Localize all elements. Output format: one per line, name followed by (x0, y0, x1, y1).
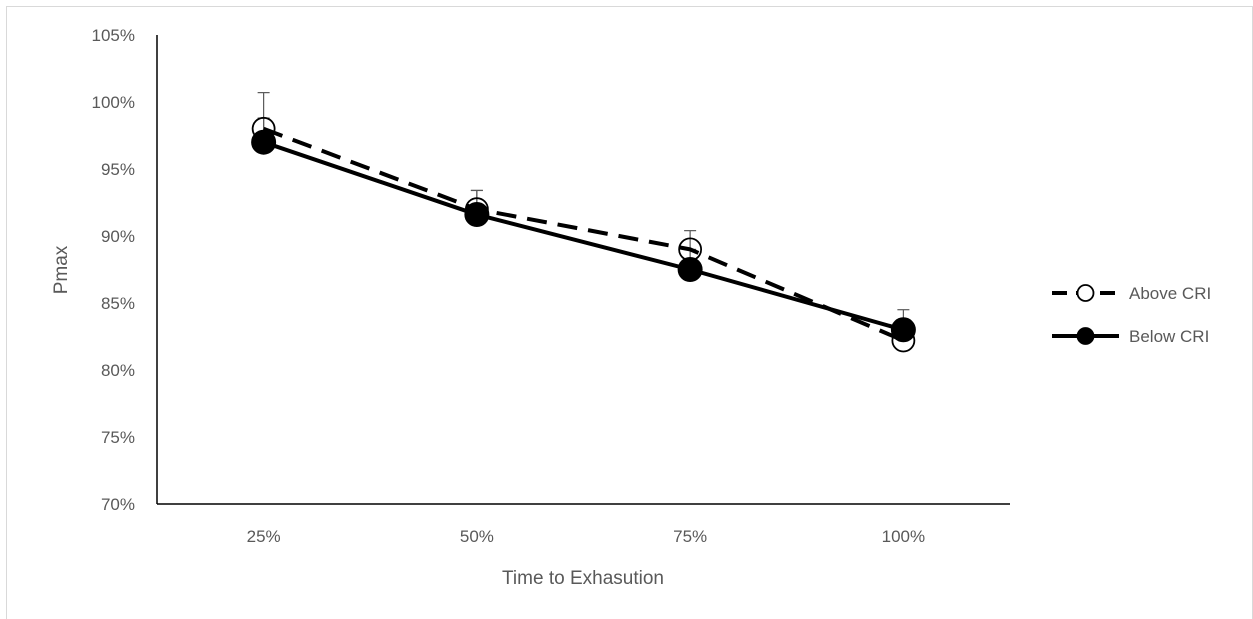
legend-marker (1076, 327, 1095, 345)
legend: Above CRI Below CRI (1052, 284, 1211, 346)
axes: 70% 75% 80% 85% 90% 95% 100% 105% 25% 50% 75% 100% (92, 26, 1010, 546)
data-point (464, 202, 490, 228)
x-axis-title: Time to Exhasution (502, 568, 664, 589)
chart-frame (6, 6, 1253, 619)
data-point (251, 129, 277, 155)
y-tick-label: 75% (101, 428, 135, 447)
y-tick-label: 80% (101, 361, 135, 380)
legend-label: Below CRI (1129, 327, 1209, 346)
y-tick-label: 90% (101, 227, 135, 246)
data-point (890, 317, 916, 343)
legend-label: Above CRI (1129, 284, 1211, 303)
y-tick-label: 85% (101, 294, 135, 313)
series-markers (251, 116, 916, 353)
y-tick-label: 70% (101, 495, 135, 514)
legend-marker (1076, 284, 1095, 302)
x-tick-label: 75% (673, 527, 707, 546)
x-tick-label: 100% (882, 527, 925, 546)
x-tick-label: 50% (460, 527, 494, 546)
series-line (262, 126, 905, 343)
series-line (262, 140, 904, 332)
y-axis-title: Pmax (51, 245, 72, 294)
data-point (677, 257, 703, 282)
y-tick-label: 95% (101, 160, 135, 179)
y-tick-label: 100% (92, 93, 135, 112)
x-tick-label: 25% (247, 527, 281, 546)
series-lines (262, 126, 905, 343)
y-tick-label: 105% (92, 26, 135, 45)
